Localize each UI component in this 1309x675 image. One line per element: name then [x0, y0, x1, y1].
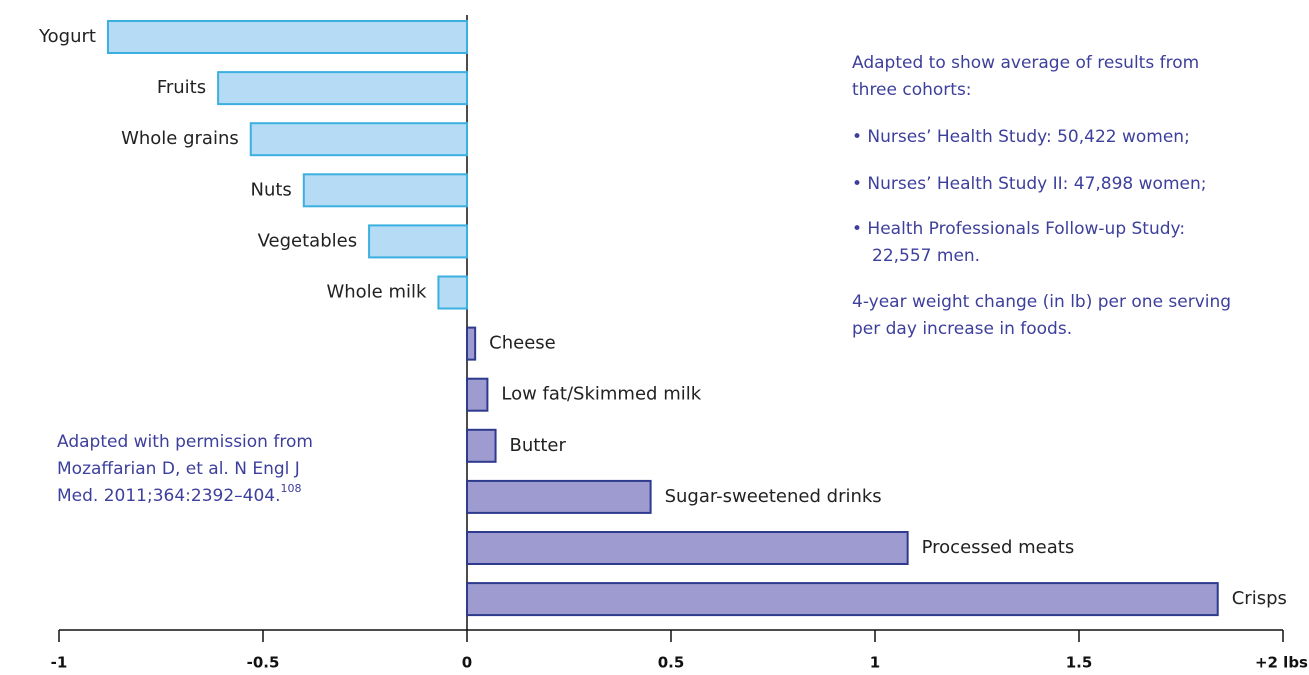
category-label: Low fat/Skimmed milk	[501, 384, 701, 405]
note: three cohorts:	[852, 80, 972, 100]
bar	[466, 479, 652, 514]
bar	[368, 224, 468, 259]
source: Mozaffarian D, et al. N Engl J	[57, 459, 300, 479]
x-tick-label: 0	[462, 654, 472, 672]
note: • Nurses’ Health Study II: 47,898 women;	[852, 174, 1206, 194]
note: 4-year weight change (in lb) per one ser…	[852, 292, 1231, 312]
x-tick-label: 1	[870, 654, 880, 672]
bar	[466, 582, 1219, 617]
category-label: Crisps	[1232, 588, 1287, 609]
category-label: Butter	[510, 435, 567, 456]
bar	[106, 20, 469, 54]
category-label: Whole grains	[121, 128, 239, 149]
note: • Health Professionals Follow-up Study:	[852, 219, 1185, 239]
category-label: Nuts	[250, 179, 291, 200]
note: • Nurses’ Health Study: 50,422 women;	[852, 127, 1190, 147]
x-tick-label: -0.5	[247, 654, 280, 672]
x-tick-label: 1.5	[1066, 654, 1093, 672]
x-tick-label: 0.5	[658, 654, 685, 672]
bar	[466, 326, 477, 361]
category-label: Yogurt	[38, 26, 96, 47]
bar	[466, 428, 497, 463]
source-text: Med. 2011;364:2392–404.	[57, 486, 281, 506]
category-label: Fruits	[157, 77, 206, 98]
bar	[302, 173, 468, 208]
category-label: Vegetables	[258, 230, 357, 251]
category-label: Sugar-sweetened drinks	[665, 486, 882, 507]
bar	[217, 71, 468, 106]
category-label: Whole milk	[326, 282, 427, 303]
bar	[466, 377, 489, 412]
bar	[249, 122, 468, 157]
x-tick-label: -1	[51, 654, 68, 672]
bar	[466, 531, 909, 565]
source: Adapted with permission from	[57, 432, 313, 452]
source: Med. 2011;364:2392–404.108	[57, 482, 302, 506]
bar	[437, 275, 469, 310]
source-ref: 108	[281, 482, 302, 495]
note: 22,557 men.	[872, 246, 980, 266]
x-tick-label: +2 lbs	[1255, 654, 1308, 672]
note: Adapted to show average of results from	[852, 53, 1199, 73]
category-label: Cheese	[489, 333, 556, 354]
category-label: Processed meats	[922, 537, 1075, 558]
note: per day increase in foods.	[852, 319, 1072, 339]
